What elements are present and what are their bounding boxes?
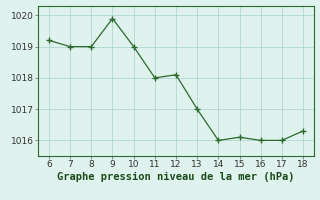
X-axis label: Graphe pression niveau de la mer (hPa): Graphe pression niveau de la mer (hPa): [57, 172, 295, 182]
